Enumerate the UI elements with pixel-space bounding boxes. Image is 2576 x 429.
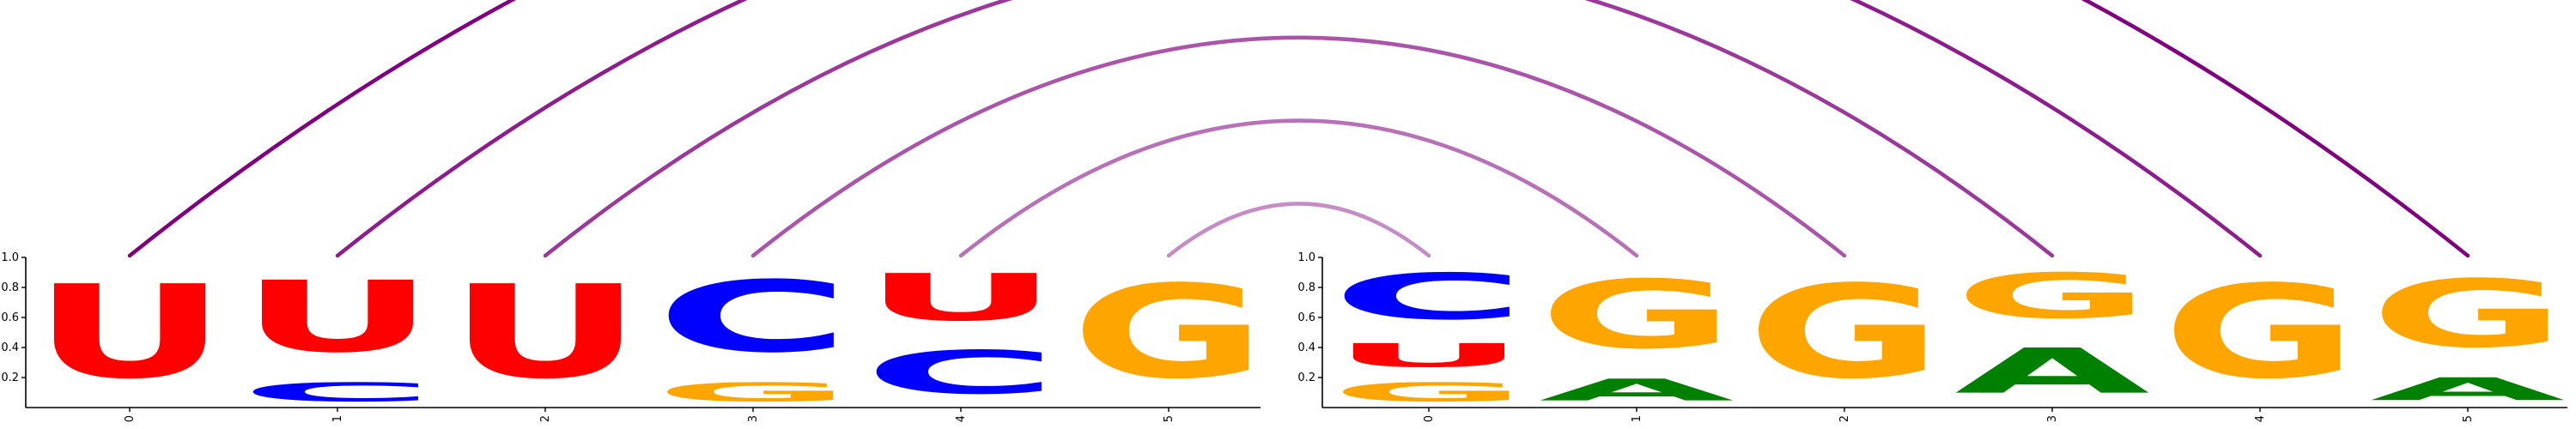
logo-letter-A: A <box>1539 373 1734 408</box>
x-tick-label: 3 <box>747 415 760 422</box>
x-tick-label: 0 <box>124 415 137 422</box>
logo-letter-G: G <box>655 378 850 408</box>
logo-letter-U: U <box>863 261 1058 335</box>
y-tick-label: 0.4 <box>1 341 19 354</box>
base-pair-arc <box>958 118 1639 258</box>
x-tick-label: 4 <box>2254 415 2267 422</box>
logo-letter-G: G <box>1954 260 2149 332</box>
logo-letter-G: G <box>1747 257 1941 408</box>
x-tick-label: 1 <box>1631 415 1643 422</box>
base-pair-arc <box>335 0 2263 258</box>
base-pair-arc <box>1166 202 1431 258</box>
y-tick-label: 1.0 <box>1297 251 1315 264</box>
logo-letter-G: G <box>1071 257 1266 408</box>
logo-letter-U: U <box>240 260 434 374</box>
base-pair-arc <box>127 0 2470 258</box>
x-tick-label: 0 <box>1423 415 1436 422</box>
y-tick-label: 0.4 <box>1297 341 1315 354</box>
y-tick-label: 1.0 <box>1 251 19 264</box>
logo-letter-G: G <box>2162 257 2357 408</box>
x-tick-label: 5 <box>2462 415 2475 422</box>
logo-letter-G: G <box>2370 260 2565 368</box>
logo-letter-U: U <box>32 258 227 408</box>
x-tick-label: 2 <box>539 415 552 422</box>
base-pair-arcs <box>127 0 2470 258</box>
logo-letter-G: G <box>1539 260 1734 370</box>
logo-letter-U: U <box>1331 336 1526 374</box>
x-tick-label: 3 <box>2046 415 2059 422</box>
y-tick-label: 0.2 <box>1297 372 1315 384</box>
base-pair-arc <box>750 35 1847 258</box>
logo-letter-G: G <box>1331 378 1526 408</box>
logo-letter-C: C <box>240 378 434 408</box>
x-tick-label: 1 <box>331 415 344 422</box>
y-tick-label: 0.8 <box>1 281 19 294</box>
logo-letter-C: C <box>1331 260 1526 334</box>
base-pair-arc <box>543 0 2055 258</box>
y-tick-label: 0.2 <box>1 372 19 384</box>
logo-letter-C: C <box>863 338 1058 407</box>
x-tick-label: 2 <box>1838 415 1851 422</box>
x-tick-label: 5 <box>1163 415 1176 422</box>
logo-letter-C: C <box>655 261 850 375</box>
logo-letter-U: U <box>447 258 642 408</box>
logo-letter-A: A <box>2370 372 2565 408</box>
y-tick-label: 0.6 <box>1297 311 1315 324</box>
x-tick-label: 4 <box>955 415 968 422</box>
logo-letter-A: A <box>1954 335 2149 408</box>
y-tick-label: 0.8 <box>1297 281 1315 294</box>
y-tick-label: 0.6 <box>1 311 19 324</box>
